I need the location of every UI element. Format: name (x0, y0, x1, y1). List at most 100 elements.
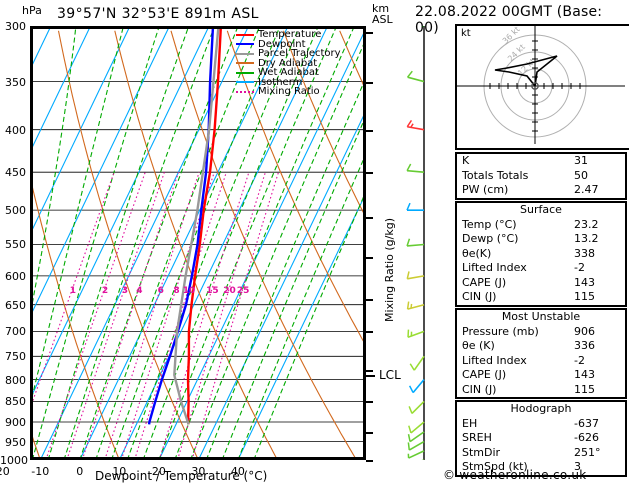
mixing-ratio-label: 8 (173, 285, 180, 296)
legend-item: Temperature (236, 30, 360, 40)
mixing-ratio-label: 6 (157, 285, 164, 296)
mixing-ratio-label: 1 (69, 285, 76, 296)
height-tick (366, 401, 373, 404)
panel-title: Hodograph (510, 402, 572, 415)
pressure-tick-label: 850 (5, 395, 26, 409)
index-row: Temp (°C) 23.2 (457, 218, 625, 233)
index-row: CIN (J) 115 (457, 290, 625, 305)
mixing-ratio-label: 2 (101, 285, 109, 296)
index-value: 2.47 (574, 183, 599, 196)
index-label: CAPE (J) (462, 275, 507, 289)
index-value: 50 (574, 168, 588, 182)
pressure-tick-label: 800 (5, 373, 26, 387)
wind-barb (406, 169, 425, 173)
index-label: EH (462, 416, 478, 430)
wind-barb (409, 431, 425, 443)
index-label: Dewp (°C) (462, 232, 519, 245)
index-row: Totals Totals 50 (457, 169, 625, 184)
index-label: Lifted Index (462, 353, 527, 367)
wind-barb (407, 303, 425, 310)
height-tick (366, 172, 373, 175)
height-tick (366, 217, 373, 220)
index-row: Lifted Index -2 (457, 261, 625, 276)
hodograph-ring-label: 24 kt (506, 43, 527, 64)
x-axis-title: Dewpoint / Temperature (°C) (95, 469, 268, 483)
lcl-label: LCL (379, 368, 401, 383)
legend-swatch (236, 90, 254, 93)
pressure-tick-label: 500 (5, 204, 26, 218)
pressure-tick-label: 750 (5, 350, 26, 364)
pressure-tick-label: 700 (5, 325, 26, 339)
height-tick (366, 331, 373, 334)
index-value: -637 (574, 416, 599, 430)
legend-label: Mixing Ratio (258, 86, 320, 98)
mixing-ratio-label: 3 (121, 285, 128, 296)
index-row: CIN (J) 115 (457, 383, 625, 398)
index-value: 115 (574, 290, 595, 303)
index-value: -626 (574, 431, 599, 444)
most-unstable-panel: Most Unstable Pressure (mb) 906 θe (K) 336 Li… (455, 308, 627, 399)
index-value: 23.2 (574, 217, 599, 231)
pressure-tick-label: 900 (5, 416, 26, 430)
legend-label: Dry Adiabat (258, 57, 318, 69)
panel-title: Most Unstable (501, 310, 581, 323)
mixing-ratio-label: 15 (206, 285, 219, 296)
index-label: CIN (J) (462, 382, 497, 396)
wind-barb (408, 440, 425, 451)
index-row: PW (cm) 2.47 (457, 183, 625, 198)
legend-label: Parcel Trajectory (258, 48, 341, 60)
height-tick (366, 257, 373, 260)
surface-indices-panel: Surface Temp (°C) 23.2 Dewp (°C) 13.2 θe(K) 33… (455, 201, 627, 307)
index-value: 31 (574, 154, 588, 167)
wind-barb (407, 275, 425, 280)
footer-credit: © weatheronline.co.uk (443, 468, 587, 482)
wind-barb (407, 125, 425, 131)
mixing-ratio-label: 25 (236, 285, 250, 296)
index-value: 143 (574, 275, 595, 289)
height-reference-label: ASL (372, 13, 393, 26)
index-row: Pressure (mb) 906 (457, 325, 625, 340)
temperature-tick-label: 30 (191, 465, 206, 478)
hodograph-plot: 12 kt 24 kt 36 kt kt (455, 24, 629, 150)
index-value: 115 (574, 382, 595, 396)
index-row: θe(K) 338 (457, 247, 625, 262)
index-value: -2 (574, 261, 585, 274)
index-row: StmSpd (kt) 3 (457, 460, 625, 475)
mixing-ratio-label: 10 (182, 285, 196, 296)
index-label: PW (cm) (462, 183, 509, 196)
temperature-tick-label: -20 (0, 465, 10, 478)
legend-swatch (236, 71, 254, 74)
storm-motion-marker (531, 82, 539, 90)
legend-label: Temperature (258, 29, 322, 41)
legend-swatch (236, 62, 254, 65)
pressure-tick-label: 650 (5, 298, 26, 312)
legend-item: Dry Adiabat (236, 57, 360, 69)
index-label: SREH (462, 431, 492, 444)
wind-barb-column (400, 14, 448, 467)
pressure-tick-label: 300 (5, 20, 26, 33)
wind-barb (412, 379, 425, 394)
index-value: 906 (574, 324, 595, 338)
index-row: Dewp (°C) 13.2 (457, 232, 625, 247)
wind-barb (407, 330, 425, 338)
legend-item: Parcel Trajectory (236, 49, 360, 59)
mixing-ratio-label: 4 (136, 285, 143, 296)
index-row: EH -637 (457, 417, 625, 432)
legend-item: Wet Adiabat (236, 68, 360, 78)
height-tick (366, 31, 373, 34)
legend: Temperature Dewpoint Parcel Trajectory Dry … (236, 30, 360, 97)
pressure-tick-label: 400 (5, 123, 26, 137)
index-row: K 31 (457, 154, 625, 169)
legend-label: Dewpoint (258, 38, 306, 50)
index-value: 336 (574, 339, 595, 352)
wind-barb (408, 450, 425, 459)
pressure-tick-label: 1000 (0, 454, 28, 467)
index-row: SREH -626 (457, 431, 625, 446)
temperature-tick-label: 40 (230, 465, 245, 478)
index-value: 13.2 (574, 232, 599, 245)
legend-item: Dewpoint (236, 38, 360, 50)
height-tick (366, 129, 373, 132)
height-tick (366, 370, 373, 373)
pressure-tick-label: 550 (5, 238, 26, 252)
